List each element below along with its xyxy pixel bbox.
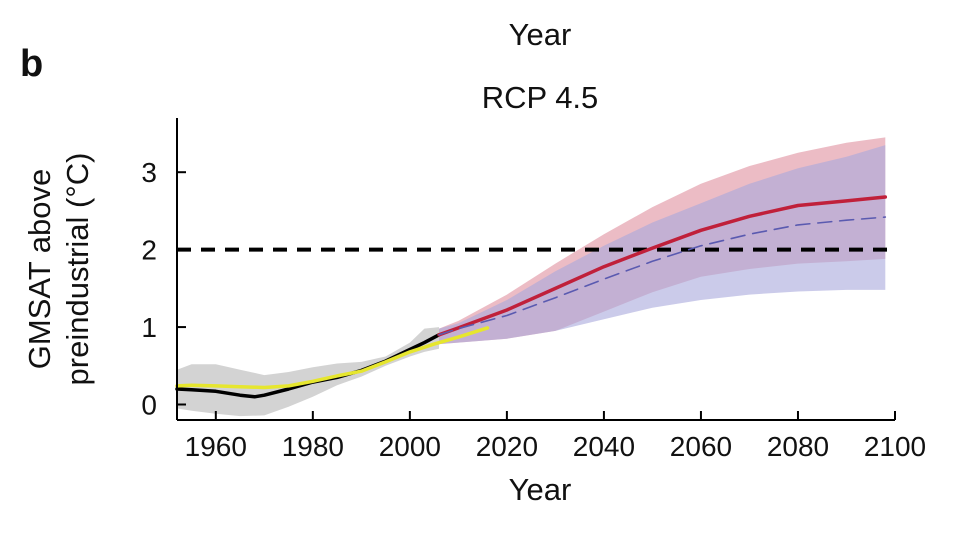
y-tick-label: 3 xyxy=(141,157,157,188)
x-tick-label: 2100 xyxy=(864,431,926,462)
x-tick-label: 1960 xyxy=(185,431,247,462)
chart-title: RCP 4.5 xyxy=(482,80,599,115)
x-tick-label: 1980 xyxy=(282,431,344,462)
y-tick-label: 1 xyxy=(141,312,157,343)
top-year-label: Year xyxy=(509,17,572,52)
x-ticks: 1960 1980 2000 2020 2040 2060 2080 2100 xyxy=(185,411,926,462)
series-yellow-line xyxy=(175,326,490,390)
series-black-line xyxy=(175,333,441,399)
y-tick-label: 0 xyxy=(141,390,157,421)
series-blue-dashed-line xyxy=(438,216,887,336)
x-axis-label: Year xyxy=(509,472,572,507)
x-tick-label: 2060 xyxy=(670,431,732,462)
x-tick-label: 2080 xyxy=(767,431,829,462)
historical-band xyxy=(177,327,439,417)
uncertainty-bands xyxy=(177,137,886,417)
axes xyxy=(176,118,895,421)
x-tick-label: 2040 xyxy=(573,431,635,462)
series-red-line xyxy=(437,195,888,337)
x-tick-label: 2020 xyxy=(476,431,538,462)
series-lines xyxy=(175,195,888,399)
panel-label: b xyxy=(20,43,43,85)
y-tick-label: 2 xyxy=(141,235,157,266)
y-axis-label: GMSAT abovepreindustrial (°C) xyxy=(22,153,95,386)
x-tick-label: 2000 xyxy=(379,431,441,462)
y-ticks: 0 1 2 3 xyxy=(141,157,186,421)
